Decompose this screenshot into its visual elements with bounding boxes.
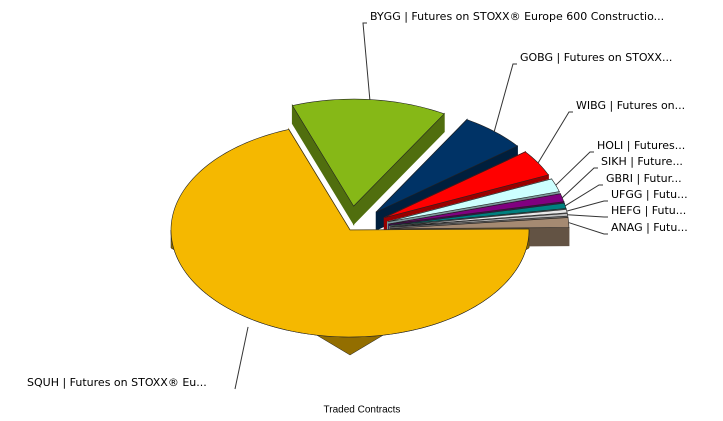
slice [388,193,565,225]
leader-line [493,63,517,132]
leader-line [567,214,608,218]
slice [376,119,518,213]
slice [384,151,549,219]
slice [389,202,567,226]
leader-line [234,326,249,390]
slice-label: GOBG | Futures on STOXX... [520,51,672,64]
slice-label: WIBG | Futures on... [576,99,685,112]
slice [389,213,569,228]
slice-label: HEFG | Futu... [611,204,686,217]
slice-label: ANAG | Futu... [611,221,688,234]
slice-label: UFGG | Futu... [611,188,688,201]
leader-line [537,111,573,164]
slice-label: HOLI | Futures... [597,139,685,152]
slice [291,98,445,207]
leader-line [561,167,598,199]
slice-label: SIKH | Future... [601,155,683,168]
leader-line [566,200,608,212]
leader-line [555,151,594,186]
leader-line [568,222,608,235]
slice-label: GBRI | Futur... [606,172,682,185]
chart-title: Traded Contracts [324,405,401,416]
slice [387,178,560,223]
slice [170,129,530,338]
leader-line [564,184,603,207]
leader-line [362,22,371,100]
slice-label: BYGG | Futures on STOXX® Europe 600 Cons… [370,10,664,23]
slice-label: SQUH | Futures on STOXX® Eu... [27,376,207,389]
